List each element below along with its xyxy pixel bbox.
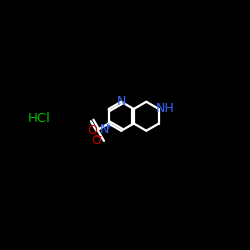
Text: −: − [94,132,103,142]
Text: HCl: HCl [27,112,50,125]
Text: NH: NH [156,102,174,116]
Text: O: O [91,134,101,147]
Text: N: N [99,124,109,136]
Text: O: O [87,124,97,137]
Text: N: N [116,95,126,108]
Text: +: + [104,122,112,131]
